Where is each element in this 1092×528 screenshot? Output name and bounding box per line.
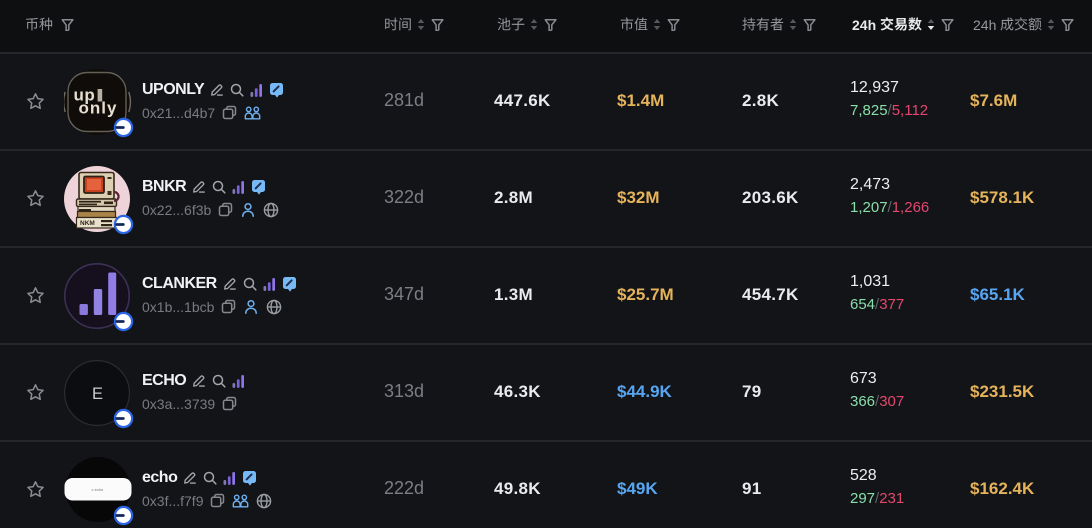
- svg-text:NKM: NKM: [80, 220, 95, 227]
- svg-text:only: only: [79, 99, 118, 118]
- svg-text:up: up: [74, 86, 96, 105]
- svg-text:E: E: [92, 385, 103, 403]
- svg-text:c echo: c echo: [92, 487, 105, 492]
